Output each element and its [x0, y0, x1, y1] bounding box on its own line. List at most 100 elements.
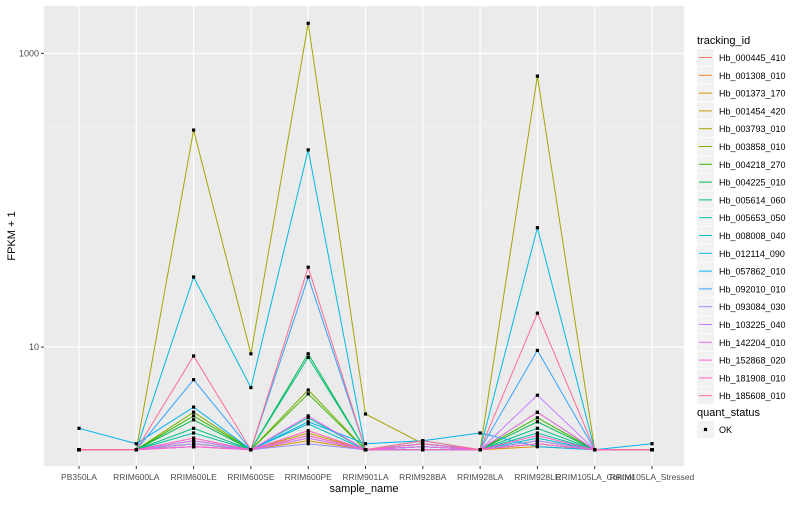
legend-label: Hb_012114_090: [719, 249, 785, 259]
grid-layer: [44, 6, 684, 466]
shape-legend-point: [703, 427, 708, 432]
data-point-Hb_004225_010: [535, 420, 539, 424]
data-point-Hb_057862_010: [192, 405, 196, 409]
legend-label: Hb_057862_010: [719, 267, 786, 277]
data-point-Hb_185608_010: [421, 439, 425, 443]
data-point-Hb_005653_050: [535, 431, 539, 435]
legend-title: tracking_id: [697, 35, 750, 47]
legend-label: Hb_001308_010: [719, 71, 786, 81]
data-point-Hb_057862_010: [77, 426, 81, 430]
data-point-Hb_012114_090: [306, 148, 310, 152]
data-point-Hb_004225_010: [192, 418, 196, 422]
data-point-Hb_152868_020: [192, 445, 196, 449]
data-point-Hb_004225_010: [306, 352, 310, 356]
legend-label: Hb_142204_010: [719, 338, 786, 348]
data-point-Hb_103225_040: [535, 393, 539, 397]
data-point-Hb_001373_170: [306, 439, 310, 443]
data-point-Hb_185608_010: [249, 448, 253, 452]
data-point-Hb_142204_010: [306, 414, 310, 418]
legend-label: Hb_003858_010: [719, 142, 786, 152]
legend-label: Hb_005653_050: [719, 213, 786, 223]
data-point-Hb_185608_010: [77, 448, 81, 452]
legend-label: Hb_000445_410: [719, 53, 786, 63]
data-point-Hb_057862_010: [134, 442, 138, 446]
legend-label: Hb_008008_040: [719, 231, 786, 241]
y-axis-title: FPKM + 1: [6, 211, 18, 260]
data-point-Hb_003793_010: [535, 74, 539, 78]
data-point-Hb_185608_010: [306, 265, 310, 269]
data-point-Hb_012114_090: [535, 226, 539, 230]
data-point-Hb_142204_010: [192, 439, 196, 443]
legend-label: Hb_004218_270: [719, 160, 786, 170]
data-point-Hb_093084_030: [306, 442, 310, 446]
data-point-Hb_005653_050: [306, 416, 310, 420]
x-tick-label: RRIM600SE: [227, 472, 275, 482]
data-point-Hb_004218_270: [192, 414, 196, 418]
data-point-Hb_003793_010: [363, 412, 368, 416]
legend-label: Hb_005614_060: [719, 195, 786, 205]
data-point-Hb_008008_040: [306, 422, 310, 426]
x-tick-label: RRIM600LA: [113, 472, 160, 482]
x-tick-label: RRIM928LE: [514, 472, 561, 482]
data-point-Hb_008008_040: [535, 436, 539, 440]
data-point-Hb_092010_010: [535, 348, 539, 352]
data-point-Hb_004218_270: [535, 416, 539, 420]
data-point-Hb_181908_010: [306, 429, 310, 433]
data-point-Hb_012114_090: [192, 275, 196, 279]
data-point-Hb_152868_020: [421, 448, 425, 452]
legend-label: Hb_003793_010: [719, 124, 786, 134]
data-point-Hb_003793_010: [249, 352, 253, 356]
data-point-Hb_003858_010: [306, 388, 310, 392]
shape-legend-title: quant_status: [697, 407, 760, 419]
data-point-Hb_005614_060: [535, 426, 539, 430]
y-tick-label: 1000: [19, 48, 39, 58]
legend-label: Hb_181908_010: [719, 373, 786, 383]
x-tick-label: RRIM928LA: [457, 472, 504, 482]
data-point-Hb_005614_060: [192, 426, 196, 430]
data-point-Hb_057862_010: [650, 442, 654, 446]
data-point-Hb_185608_010: [134, 448, 138, 452]
legend-label: Hb_093084_030: [719, 302, 786, 312]
data-point-Hb_103225_040: [306, 436, 310, 440]
data-point-Hb_093084_030: [192, 442, 196, 446]
legend-label: Hb_001454_420: [719, 106, 786, 116]
data-point-Hb_185608_010: [192, 354, 196, 358]
data-point-Hb_185608_010: [478, 448, 482, 452]
data-point-Hb_142204_010: [535, 410, 539, 414]
data-point-Hb_142204_010: [421, 445, 425, 449]
x-tick-label: RRIM600LE: [170, 472, 217, 482]
data-point-Hb_092010_010: [306, 275, 310, 279]
legend-label: Hb_004225_010: [719, 178, 786, 188]
axes: 10 1000 PB350LA RRIM600LA RRIM600LE RRIM600SE…: [19, 48, 695, 482]
data-point-Hb_181908_010: [535, 433, 539, 438]
x-tick-label: RRIM105LA_Control: [555, 472, 634, 482]
data-point-Hb_181908_010: [192, 436, 196, 440]
x-tick-label: RRIM928BA: [399, 472, 447, 482]
legend-label: Hb_185608_010: [719, 391, 786, 401]
legend-label: Hb_092010_010: [719, 284, 786, 294]
data-point-Hb_003793_010: [306, 21, 310, 25]
data-point-Hb_003793_010: [192, 128, 196, 132]
data-point-Hb_001454_420: [306, 431, 310, 435]
legend-label: Hb_152868_020: [719, 356, 786, 366]
data-point-Hb_004218_270: [306, 392, 310, 396]
data-point-Hb_012114_090: [249, 386, 253, 390]
data-point-Hb_057862_010: [363, 442, 368, 446]
data-point-Hb_181908_010: [421, 442, 425, 446]
data-point-Hb_185608_010: [363, 448, 368, 452]
legend-label: Hb_001373_170: [719, 89, 786, 99]
data-point-Hb_152868_020: [306, 433, 310, 438]
shape-legend-label: OK: [719, 425, 732, 435]
x-tick-label: PB350LA: [61, 472, 97, 482]
series-points: [77, 21, 654, 452]
x-tick-label: RRIM901LA: [342, 472, 389, 482]
x-tick-label: RRIM105LA_Stressed: [610, 472, 695, 482]
data-point-Hb_003858_010: [192, 410, 196, 414]
x-tick-label: RRIM600PE: [285, 472, 333, 482]
legend-label: Hb_103225_040: [719, 320, 786, 330]
data-point-Hb_185608_010: [593, 448, 597, 452]
data-point-Hb_185608_010: [535, 311, 539, 315]
data-point-Hb_057862_010: [478, 431, 482, 435]
